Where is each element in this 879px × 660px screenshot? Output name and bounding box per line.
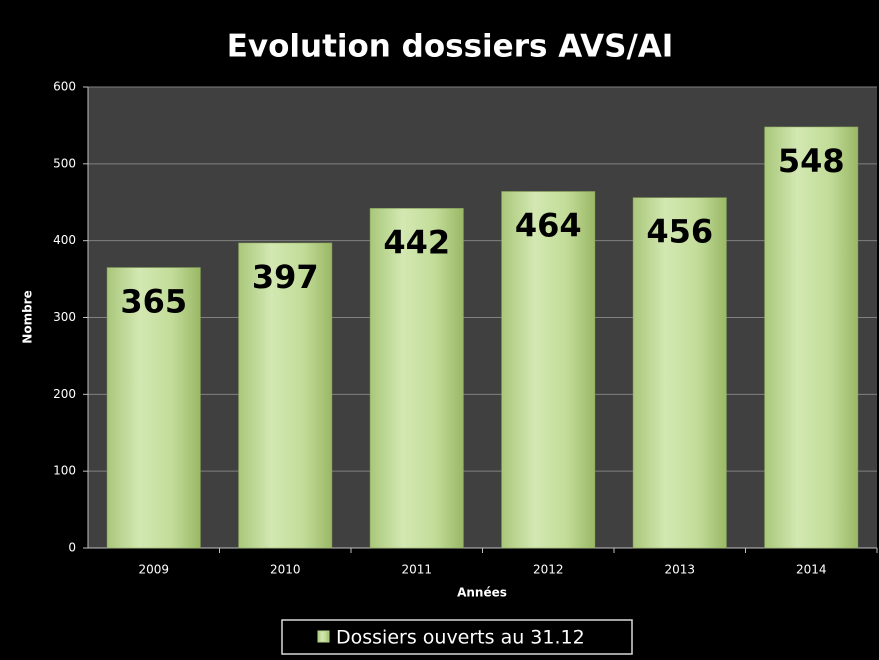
chart-title: Evolution dossiers AVS/AI <box>227 29 674 65</box>
bar <box>764 126 859 549</box>
data-label: 397 <box>252 258 319 296</box>
x-tick-label: 2012 <box>533 563 564 577</box>
legend-label: Dossiers ouverts au 31.12 <box>336 627 585 649</box>
bar <box>238 242 333 549</box>
y-tick-label: 400 <box>53 233 76 247</box>
y-tick-label: 300 <box>53 310 76 324</box>
x-tick-label: 2011 <box>401 563 432 577</box>
data-label: 442 <box>383 223 450 261</box>
y-tick-label: 100 <box>53 464 76 478</box>
data-label: 365 <box>120 283 187 321</box>
data-label: 548 <box>778 142 845 180</box>
x-axis-label: Années <box>457 586 507 600</box>
x-tick-label: 2013 <box>664 563 695 577</box>
y-tick-label: 600 <box>53 80 76 94</box>
y-axis-label: Nombre <box>21 290 35 343</box>
x-tick-label: 2014 <box>796 563 827 577</box>
legend-swatch <box>317 630 330 643</box>
bar <box>369 208 464 549</box>
x-tick-label: 2010 <box>270 563 301 577</box>
data-label: 464 <box>515 206 582 244</box>
bar <box>632 197 727 549</box>
legend-box <box>281 619 633 655</box>
bar <box>501 191 596 549</box>
bar <box>106 267 201 549</box>
y-tick-label: 500 <box>53 156 76 170</box>
x-tick-label: 2009 <box>138 563 169 577</box>
y-tick-label: 200 <box>53 387 76 401</box>
data-label: 456 <box>646 213 713 251</box>
y-tick-label: 0 <box>68 541 76 555</box>
